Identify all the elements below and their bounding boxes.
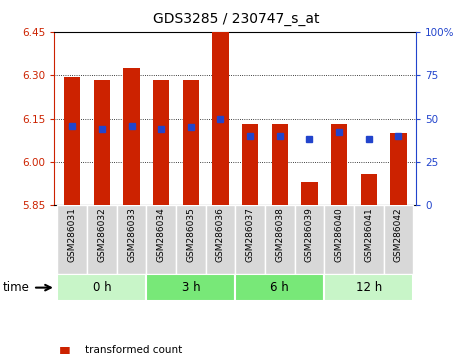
Text: GSM286033: GSM286033 <box>127 207 136 262</box>
Bar <box>123 68 140 205</box>
Text: 12 h: 12 h <box>356 281 382 294</box>
Text: GDS3285 / 230747_s_at: GDS3285 / 230747_s_at <box>153 12 320 27</box>
Text: GSM286034: GSM286034 <box>157 207 166 262</box>
Text: GSM286035: GSM286035 <box>186 207 195 262</box>
Text: GSM286039: GSM286039 <box>305 207 314 262</box>
Bar <box>324 205 354 274</box>
Text: GSM286036: GSM286036 <box>216 207 225 262</box>
Bar <box>57 205 87 274</box>
Bar <box>212 33 228 205</box>
Bar <box>272 124 288 205</box>
Text: transformed count: transformed count <box>85 346 183 354</box>
Text: GSM286042: GSM286042 <box>394 207 403 262</box>
Bar <box>146 205 176 274</box>
Text: GSM286041: GSM286041 <box>364 207 373 262</box>
Bar <box>117 205 146 274</box>
Text: 3 h: 3 h <box>182 281 200 294</box>
Text: 6 h: 6 h <box>271 281 289 294</box>
Bar <box>236 274 324 301</box>
Bar <box>360 173 377 205</box>
Bar <box>301 182 318 205</box>
Bar <box>94 80 110 205</box>
Bar <box>295 205 324 274</box>
Bar <box>265 205 295 274</box>
Bar <box>146 274 236 301</box>
Bar <box>57 274 146 301</box>
Bar <box>384 205 413 274</box>
Text: GSM286038: GSM286038 <box>275 207 284 262</box>
Text: GSM286032: GSM286032 <box>97 207 106 262</box>
Text: 0 h: 0 h <box>93 281 111 294</box>
Bar <box>390 133 407 205</box>
Bar <box>324 274 413 301</box>
Bar <box>236 205 265 274</box>
Text: GSM286040: GSM286040 <box>334 207 343 262</box>
Text: GSM286037: GSM286037 <box>245 207 254 262</box>
Text: ■: ■ <box>59 344 71 354</box>
Text: GSM286031: GSM286031 <box>68 207 77 262</box>
Bar <box>206 205 236 274</box>
Bar <box>354 205 384 274</box>
Text: time: time <box>2 281 29 294</box>
Bar <box>242 124 258 205</box>
Bar <box>176 205 206 274</box>
Bar <box>153 80 169 205</box>
Bar <box>64 77 80 205</box>
Bar <box>87 205 117 274</box>
Bar <box>183 80 199 205</box>
Bar <box>331 124 347 205</box>
